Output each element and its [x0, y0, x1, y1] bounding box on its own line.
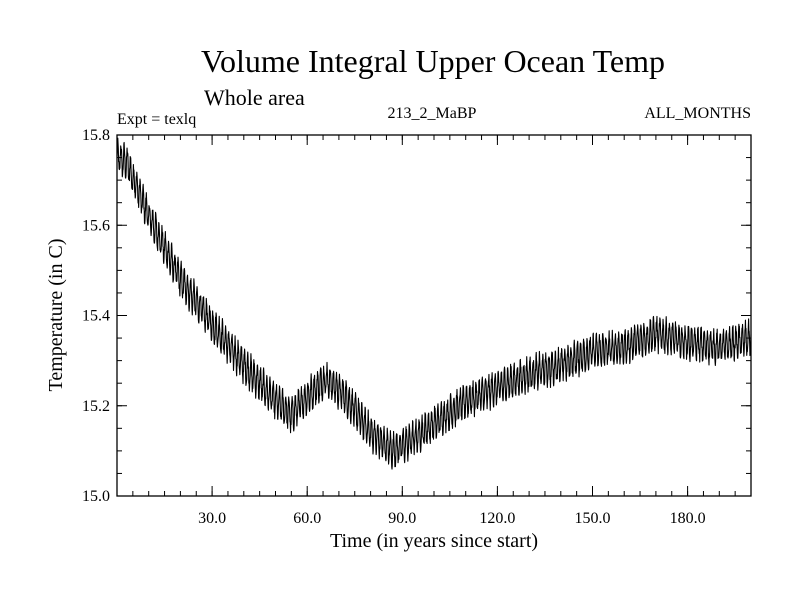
- tick-group: [117, 134, 751, 497]
- info-left: Expt = texlq: [117, 111, 196, 128]
- y-axis-label: Temperature (in C): [45, 239, 67, 392]
- x-tick-label: 30.0: [198, 510, 226, 527]
- x-tick-label: 150.0: [575, 510, 611, 527]
- y-tick-label: 15.8: [82, 127, 110, 144]
- x-tick-label: 90.0: [388, 510, 416, 527]
- chart-title: Volume Integral Upper Ocean Temp: [201, 43, 665, 79]
- x-tick-label: 120.0: [479, 510, 515, 527]
- y-tick-label: 15.4: [82, 308, 110, 325]
- temperature-series-line: [116, 137, 752, 470]
- y-tick-label: 15.2: [82, 398, 110, 415]
- x-axis-label: Time (in years since start): [330, 530, 538, 552]
- info-right: ALL_MONTHS: [644, 105, 751, 122]
- x-tick-label: 180.0: [670, 510, 706, 527]
- chart-subtitle: Whole area: [204, 85, 305, 110]
- y-tick-label: 15.6: [82, 217, 110, 234]
- tick-label-group: 30.0 60.0 90.0 120.0 150.0 180.0 15.0 15.2 15.4 1…: [82, 127, 706, 527]
- plot-frame: [116, 134, 752, 497]
- x-tick-label: 60.0: [293, 510, 321, 527]
- info-center: 213_2_MaBP: [388, 105, 477, 122]
- y-tick-label: 15.0: [82, 488, 110, 505]
